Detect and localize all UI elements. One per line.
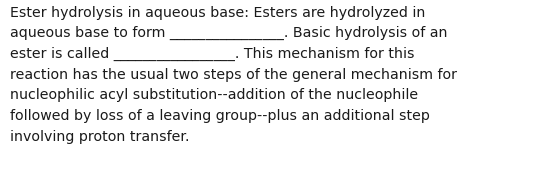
Text: Ester hydrolysis in aqueous base: Esters are hydrolyzed in
aqueous base to form : Ester hydrolysis in aqueous base: Esters… bbox=[10, 6, 457, 143]
